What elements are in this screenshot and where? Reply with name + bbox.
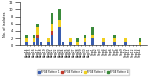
Bar bbox=[91, 38, 94, 45]
Bar bbox=[40, 42, 42, 45]
Bar bbox=[33, 42, 35, 45]
Bar bbox=[51, 35, 53, 45]
Bar bbox=[91, 27, 94, 35]
Bar bbox=[47, 42, 50, 45]
Bar bbox=[102, 38, 105, 42]
Y-axis label: No. of isolates: No. of isolates bbox=[3, 11, 7, 37]
Bar bbox=[36, 35, 39, 38]
Bar bbox=[36, 27, 39, 35]
Bar bbox=[113, 42, 116, 45]
Bar bbox=[102, 42, 105, 45]
Bar bbox=[62, 42, 64, 45]
Bar bbox=[33, 35, 35, 38]
Bar bbox=[84, 42, 86, 45]
Bar bbox=[91, 35, 94, 38]
Bar bbox=[84, 35, 86, 38]
Bar bbox=[76, 42, 79, 45]
Bar bbox=[58, 10, 61, 20]
Bar bbox=[58, 27, 61, 45]
Bar bbox=[47, 38, 50, 42]
Bar bbox=[36, 24, 39, 27]
Bar bbox=[76, 38, 79, 42]
Bar bbox=[51, 13, 53, 24]
Bar bbox=[25, 38, 28, 42]
Bar bbox=[69, 38, 72, 42]
Bar bbox=[69, 42, 72, 45]
Bar bbox=[124, 38, 127, 42]
Bar bbox=[58, 20, 61, 27]
Bar bbox=[124, 42, 127, 45]
Bar bbox=[113, 38, 116, 42]
Bar bbox=[25, 35, 28, 38]
Bar bbox=[84, 38, 86, 42]
Legend: PFGE Pattern 1, PFGE Pattern 2, PFGE Pattern 3, PFGE Pattern 4: PFGE Pattern 1, PFGE Pattern 2, PFGE Pat… bbox=[37, 69, 129, 75]
Bar bbox=[25, 42, 28, 45]
Bar bbox=[33, 38, 35, 42]
Bar bbox=[113, 35, 116, 38]
Bar bbox=[51, 24, 53, 31]
Bar bbox=[36, 38, 39, 45]
Bar bbox=[139, 38, 141, 42]
Bar bbox=[139, 42, 141, 45]
Bar bbox=[51, 31, 53, 35]
